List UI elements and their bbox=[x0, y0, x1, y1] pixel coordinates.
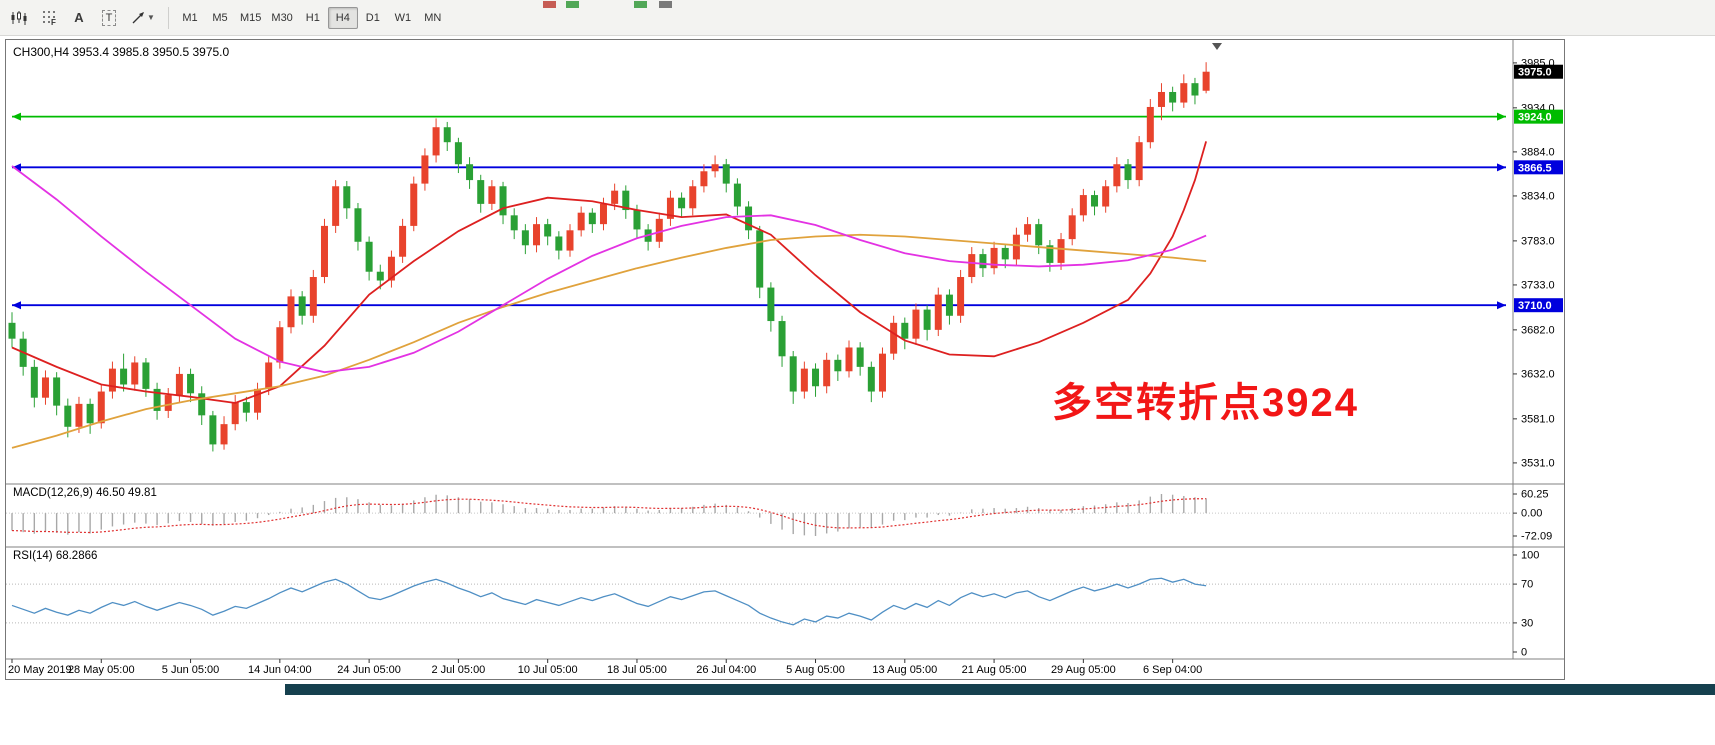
trendline-icon bbox=[131, 10, 146, 25]
svg-text:0: 0 bbox=[1521, 647, 1527, 659]
svg-text:3531.0: 3531.0 bbox=[1521, 457, 1555, 469]
grid-properties-button[interactable]: F bbox=[35, 5, 63, 31]
text-annotation-button[interactable]: A bbox=[65, 5, 93, 31]
svg-text:24 Jun 05:00: 24 Jun 05:00 bbox=[337, 664, 401, 676]
svg-text:2 Jul 05:00: 2 Jul 05:00 bbox=[431, 664, 485, 676]
svg-text:3834.0: 3834.0 bbox=[1521, 190, 1555, 202]
ma-mid-orange bbox=[11, 233, 1207, 449]
timeframe-button-h4[interactable]: H4 bbox=[327, 6, 358, 29]
timeframe-button-d1[interactable]: D1 bbox=[358, 7, 388, 29]
svg-text:3632.0: 3632.0 bbox=[1521, 368, 1555, 380]
svg-text:14 Jun 04:00: 14 Jun 04:00 bbox=[248, 664, 312, 676]
svg-text:3783.0: 3783.0 bbox=[1521, 235, 1555, 247]
moving-averages-layer bbox=[11, 141, 1207, 449]
rsi-layer: 100 70 30 0 bbox=[6, 550, 1539, 659]
svg-text:3866.5: 3866.5 bbox=[1518, 162, 1552, 174]
timeframe-button-h1[interactable]: H1 bbox=[298, 7, 328, 29]
textbox-tool-button[interactable]: T bbox=[95, 5, 123, 31]
macd-signal-line bbox=[11, 498, 1207, 534]
svg-text:18 Jul 05:00: 18 Jul 05:00 bbox=[607, 664, 667, 676]
letter-t-icon: T bbox=[101, 9, 117, 26]
svg-text:10 Jul 05:00: 10 Jul 05:00 bbox=[518, 664, 578, 676]
chart-text-annotation[interactable]: 多空转折点3924 bbox=[1052, 381, 1359, 425]
timeframe-button-m1[interactable]: M1 bbox=[175, 7, 205, 29]
svg-text:0.00: 0.00 bbox=[1521, 508, 1542, 520]
timeframe-button-m5[interactable]: M5 bbox=[205, 7, 235, 29]
svg-text:5 Aug 05:00: 5 Aug 05:00 bbox=[786, 664, 845, 676]
price-badge: 3975.0 bbox=[1514, 64, 1563, 79]
svg-text:3975.0: 3975.0 bbox=[1518, 67, 1552, 79]
chart-window[interactable]: 3985.0 3934.0 3884.0 3834.0 3783.0 3733.0 3682… bbox=[5, 39, 1565, 680]
grid-f-label: F bbox=[51, 18, 56, 25]
svg-text:3924.0: 3924.0 bbox=[1518, 112, 1552, 124]
svg-text:-72.09: -72.09 bbox=[1521, 531, 1552, 543]
panel-separators bbox=[6, 40, 1564, 660]
timeframe-button-w1[interactable]: W1 bbox=[388, 7, 418, 29]
chart-type-button[interactable] bbox=[5, 5, 33, 31]
chevron-down-icon: ▼ bbox=[147, 13, 155, 22]
price-chart-svg[interactable]: 3985.03934.03884.03834.03783.03733.03682… bbox=[6, 40, 1564, 679]
svg-text:3884.0: 3884.0 bbox=[1521, 146, 1555, 158]
svg-text:21 Aug 05:00: 21 Aug 05:00 bbox=[962, 664, 1027, 676]
cropped-icon-fragment bbox=[566, 1, 579, 8]
svg-text:3733.0: 3733.0 bbox=[1521, 279, 1555, 291]
timeframe-button-m30[interactable]: M30 bbox=[266, 7, 297, 29]
letter-a-icon: A bbox=[74, 10, 84, 25]
svg-text:6 Sep 04:00: 6 Sep 04:00 bbox=[1143, 664, 1202, 676]
price-badge: 3924.0 bbox=[1514, 109, 1563, 124]
svg-text:30: 30 bbox=[1521, 617, 1533, 629]
cropped-icon-fragment bbox=[543, 1, 556, 8]
svg-text:28 May 05:00: 28 May 05:00 bbox=[68, 664, 135, 676]
svg-text:29 Aug 05:00: 29 Aug 05:00 bbox=[1051, 664, 1116, 676]
svg-text:3682.0: 3682.0 bbox=[1521, 324, 1555, 336]
chart-shift-marker[interactable] bbox=[1212, 43, 1222, 50]
timeframe-button-m15[interactable]: M15 bbox=[235, 7, 266, 29]
svg-text:60.25: 60.25 bbox=[1521, 489, 1549, 501]
toolbar: F A T ▼ M1 M5 M15 M30 H1 H4 D1 W1 MN bbox=[0, 0, 1715, 36]
cropped-icon-fragment bbox=[659, 1, 672, 8]
rsi-indicator-label: RSI(14) 68.2866 bbox=[13, 550, 98, 562]
svg-text:3985.0: 3985.0 bbox=[1521, 57, 1555, 69]
symbol-ohlc-readout: CH300,H4 3953.4 3985.8 3950.5 3975.0 bbox=[13, 45, 230, 59]
grid-icon: F bbox=[42, 10, 57, 25]
rsi-line bbox=[11, 577, 1207, 626]
timeframe-button-mn[interactable]: MN bbox=[418, 7, 448, 29]
price-badge: 3710.0 bbox=[1514, 298, 1563, 313]
svg-text:100: 100 bbox=[1521, 550, 1539, 562]
svg-text:5 Jun 05:00: 5 Jun 05:00 bbox=[162, 664, 220, 676]
candlestick-chart-icon bbox=[10, 10, 28, 26]
price-badge: 3866.5 bbox=[1514, 160, 1563, 175]
ma-fast-red bbox=[11, 141, 1207, 404]
drawing-tools-button[interactable]: ▼ bbox=[125, 5, 161, 31]
toolbar-separator bbox=[168, 6, 169, 29]
svg-text:20 May 2019: 20 May 2019 bbox=[8, 664, 72, 676]
horizontal-line-objects[interactable] bbox=[12, 112, 1506, 310]
macd-layer: 60.25 0.00 -72.09 bbox=[6, 489, 1552, 543]
svg-text:13 Aug 05:00: 13 Aug 05:00 bbox=[872, 664, 937, 676]
svg-text:26 Jul 04:00: 26 Jul 04:00 bbox=[696, 664, 756, 676]
ma-slow-magenta bbox=[11, 165, 1207, 374]
macd-indicator-label: MACD(12,26,9) 46.50 49.81 bbox=[13, 487, 157, 499]
cropped-icon-fragment bbox=[634, 1, 647, 8]
candles-layer bbox=[8, 62, 1210, 452]
taskbar-fragment bbox=[285, 684, 1715, 695]
svg-text:70: 70 bbox=[1521, 579, 1533, 591]
svg-text:3710.0: 3710.0 bbox=[1518, 300, 1552, 312]
svg-text:3581.0: 3581.0 bbox=[1521, 413, 1555, 425]
